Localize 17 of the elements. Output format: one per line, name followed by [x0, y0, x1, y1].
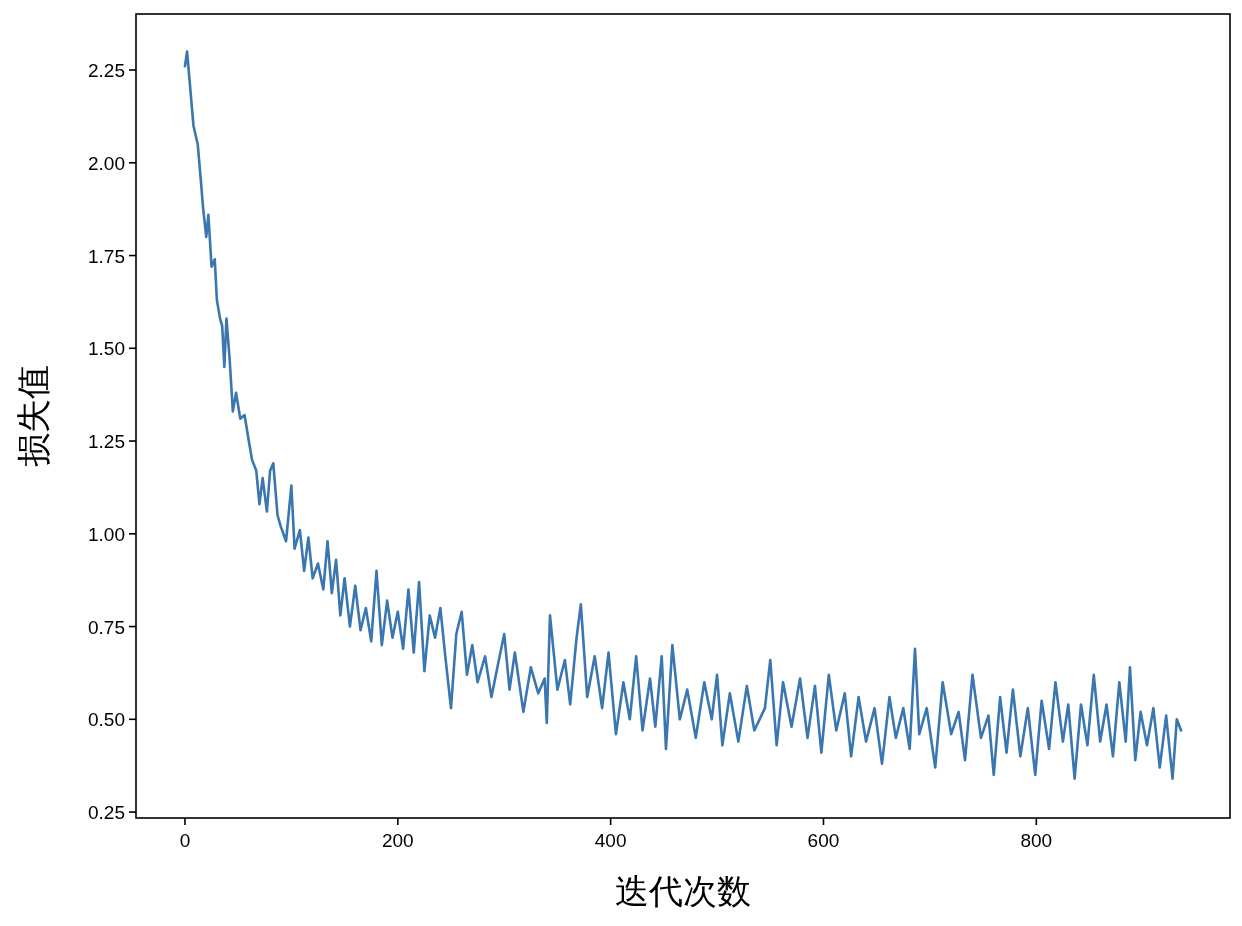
y-tick-label: 2.25 — [88, 60, 125, 82]
x-tick-label: 400 — [594, 830, 627, 851]
x-tick-label: 0 — [179, 830, 191, 851]
y-axis-title: 损失值 — [14, 365, 52, 467]
y-tick-label: 0.50 — [88, 709, 125, 731]
y-tick-label: 1.50 — [88, 338, 125, 360]
x-tick-label: 800 — [1020, 830, 1053, 851]
x-axis-title: 迭代次数 — [615, 872, 751, 910]
x-tick-label: 200 — [381, 830, 414, 851]
line-series — [183, 50, 1183, 780]
y-tick-label: 0.25 — [88, 802, 125, 824]
y-tick-label: 1.25 — [88, 431, 125, 453]
y-tick-label: 0.75 — [88, 616, 125, 638]
y-tick-label: 1.00 — [88, 523, 125, 545]
x-tick-label: 600 — [807, 830, 840, 851]
y-tick-label: 2.00 — [88, 152, 125, 174]
y-tick-label: 1.75 — [88, 245, 125, 267]
